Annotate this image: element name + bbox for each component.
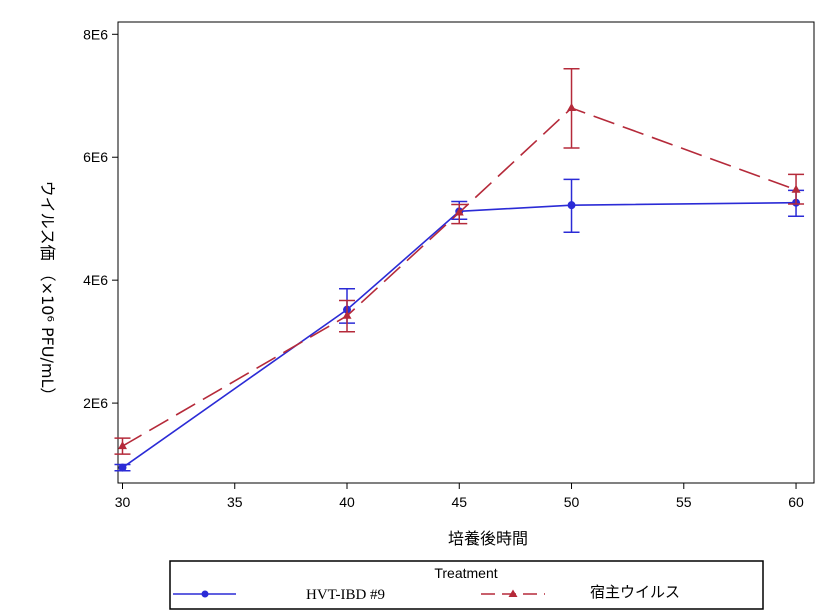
- legend-title: Treatment: [434, 565, 497, 581]
- y-tick-label: 8E6: [83, 26, 108, 42]
- data-point: [454, 207, 464, 216]
- legend-label-hvt: HVT-IBD #9: [306, 587, 385, 603]
- plot-frame: [117, 21, 815, 484]
- y-tick-label: 2E6: [83, 395, 108, 411]
- x-tick-label: 50: [564, 494, 580, 510]
- data-point: [567, 103, 577, 112]
- legend-marker-hvt: [201, 590, 209, 598]
- series-line: [122, 201, 797, 469]
- y-tick-label: 4E6: [83, 272, 108, 288]
- x-tick-label: 35: [227, 494, 243, 510]
- data-point: [791, 184, 801, 193]
- legend-frame: [169, 560, 764, 610]
- data-point: [117, 441, 127, 450]
- x-tick-label: 55: [676, 494, 692, 510]
- x-tick-label: 40: [339, 494, 355, 510]
- data-point: [118, 463, 127, 472]
- x-tick-label: 30: [115, 494, 131, 510]
- series-1: [114, 67, 805, 455]
- y-tick-label: 6E6: [83, 149, 108, 165]
- x-tick-label: 60: [788, 494, 804, 510]
- data-point: [342, 310, 352, 319]
- x-tick-label: 45: [451, 494, 467, 510]
- legend-marker-host: [508, 589, 518, 597]
- legend-label-host: 宿主ウイルス: [590, 584, 680, 601]
- data-point: [567, 201, 576, 210]
- legend: Treatment HVT-IBD #9 宿主ウイルス: [169, 560, 764, 610]
- axis-ticks: 30 35 40 45 50 55 60 2E6 4E6 6E6 8E6: [83, 26, 804, 510]
- series-line: [122, 107, 797, 447]
- x-axis-label: 培養後時間: [448, 529, 528, 548]
- y-axis-label: ウイルス価 （×10⁶ PFU/mL）: [38, 181, 57, 404]
- series-layer: [114, 67, 805, 472]
